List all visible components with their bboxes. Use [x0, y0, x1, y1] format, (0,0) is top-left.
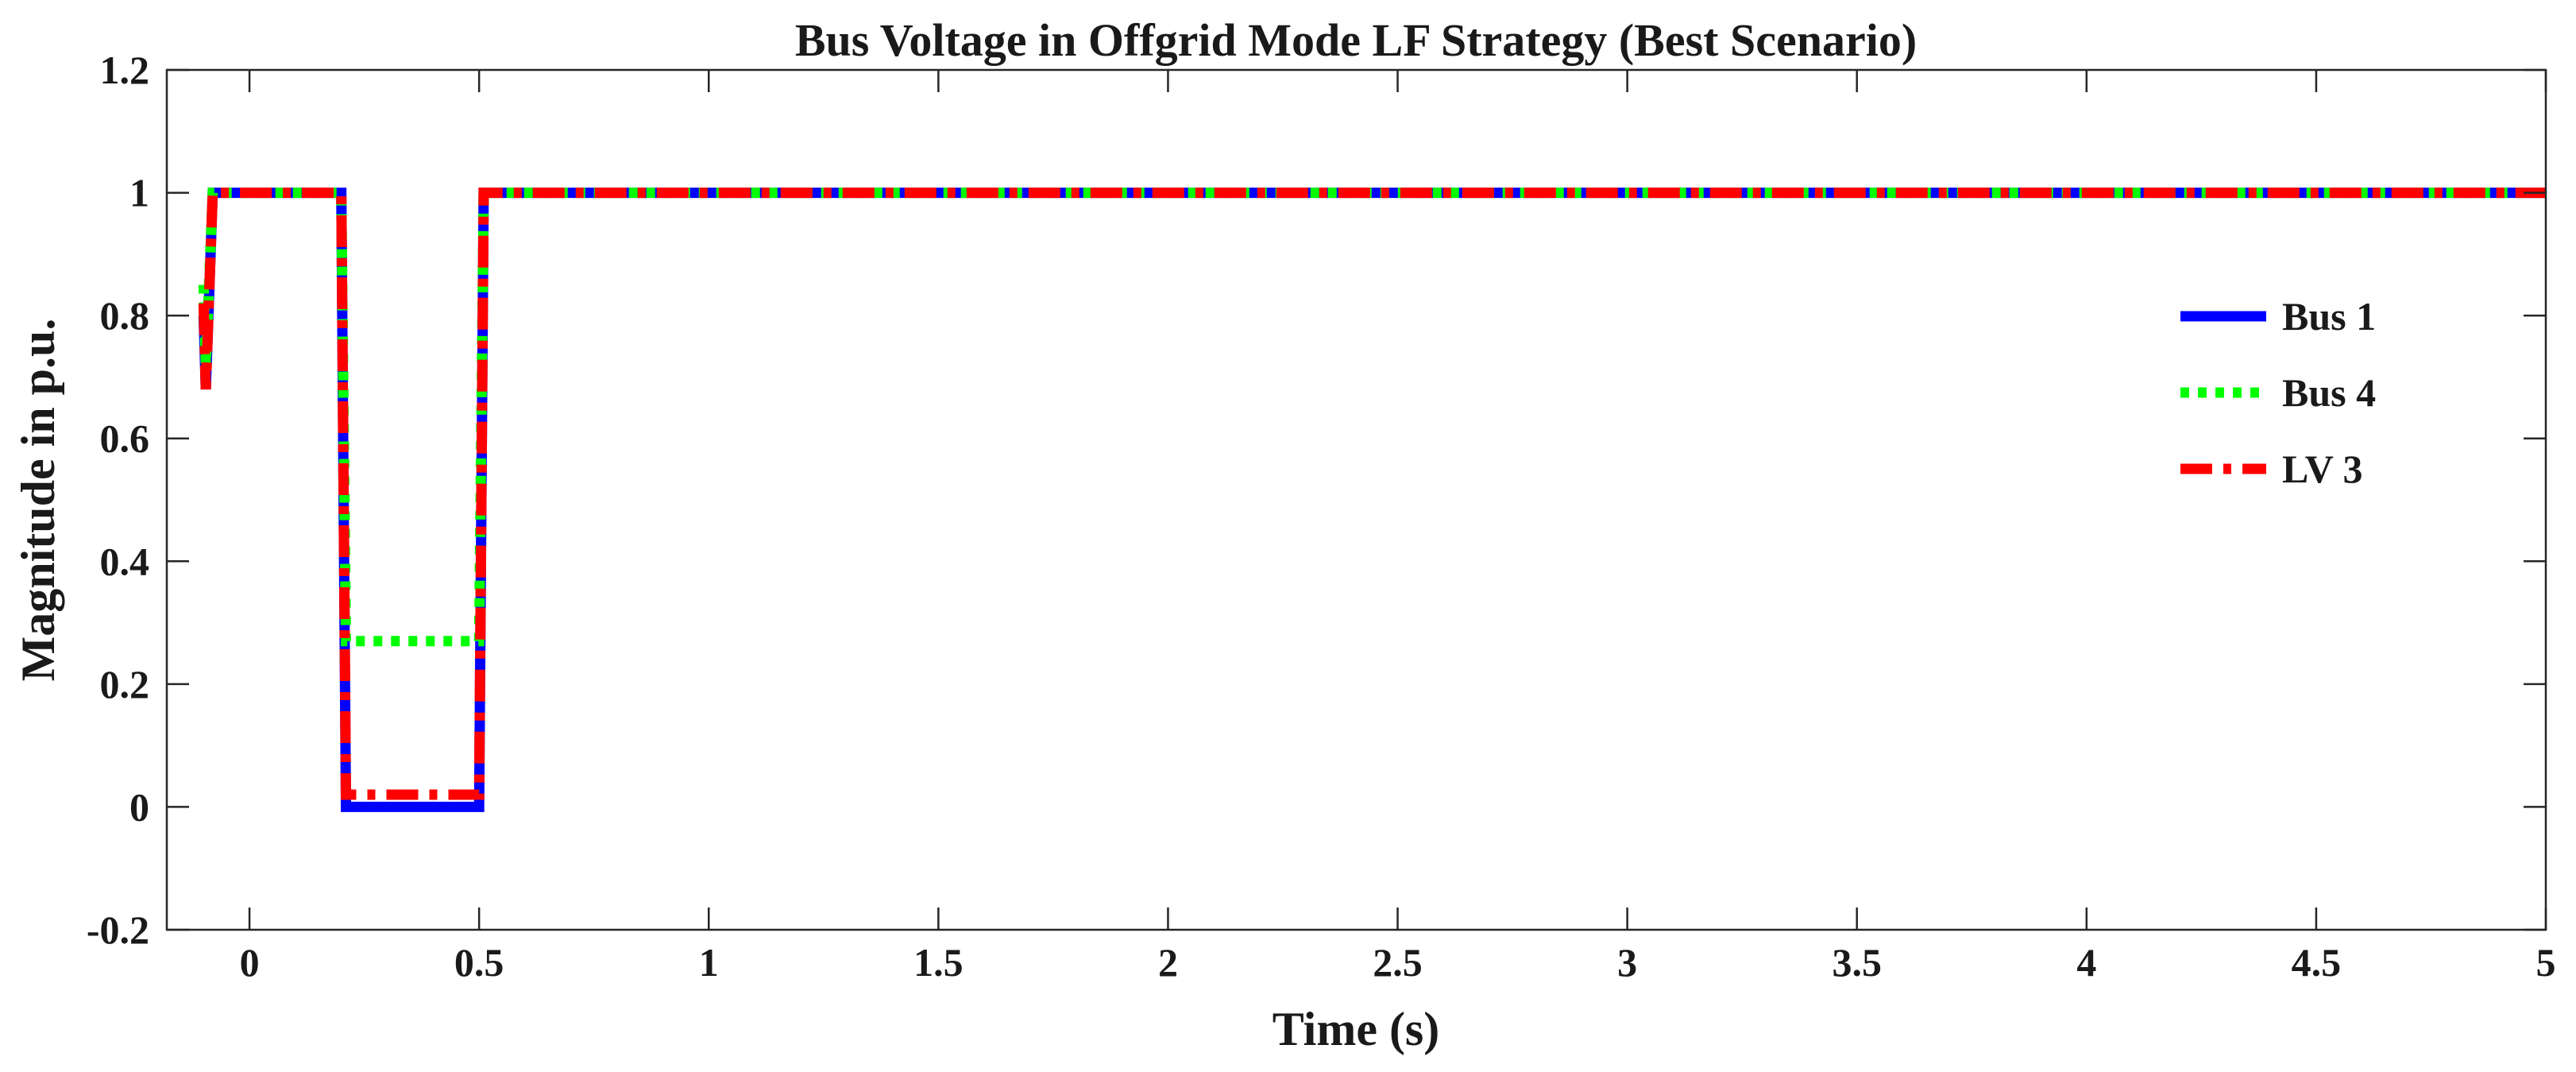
x-tick-label: 4.5 — [2292, 940, 2342, 985]
x-tick-label: 5 — [2536, 940, 2556, 985]
x-tick-label: 3.5 — [1832, 940, 1882, 985]
x-tick-label: 2 — [1158, 940, 1178, 985]
y-tick-label: 0.2 — [100, 662, 150, 706]
y-tick-label: 0.6 — [100, 416, 150, 461]
series-line-2 — [198, 188, 2546, 647]
x-tick-label: 3 — [1617, 940, 1637, 985]
legend-label: LV 3 — [2282, 447, 2362, 491]
x-tick-label: 1 — [699, 940, 719, 985]
legend-label: Bus 4 — [2282, 370, 2376, 415]
y-axis-label: Magnitude in p.u. — [12, 319, 64, 682]
legend: Bus 1 Bus 4 LV 3 — [2180, 294, 2376, 491]
plot-frame — [165, 68, 2547, 931]
x-tick-label: 4 — [2076, 940, 2096, 985]
x-tick-label: 0 — [240, 940, 260, 985]
y-tick-label: 1 — [129, 171, 149, 215]
y-tick-label: 0 — [129, 784, 149, 829]
series-line-1 — [198, 188, 2546, 812]
x-tick-label: 1.5 — [913, 940, 964, 985]
x-axis: 0 0.5 1 1.5 2 2.5 3 3.5 4 4.5 5 — [240, 70, 2556, 985]
series-line-3 — [198, 188, 2546, 800]
x-tick-label: 2.5 — [1373, 940, 1423, 985]
y-axis: -0.2 0 0.2 0.4 0.6 0.8 1 1.2 — [87, 48, 2546, 952]
x-axis-label: Time (s) — [1273, 1003, 1440, 1055]
series-layer — [198, 188, 2546, 812]
legend-label: Bus 1 — [2282, 294, 2376, 339]
y-tick-label: 0.8 — [100, 293, 150, 338]
y-tick-label: 1.2 — [100, 48, 150, 92]
chart-title: Bus Voltage in Offgrid Mode LF Strategy … — [795, 14, 1917, 66]
y-tick-label: -0.2 — [87, 908, 149, 952]
x-tick-label: 0.5 — [454, 940, 504, 985]
y-tick-label: 0.4 — [100, 539, 150, 583]
